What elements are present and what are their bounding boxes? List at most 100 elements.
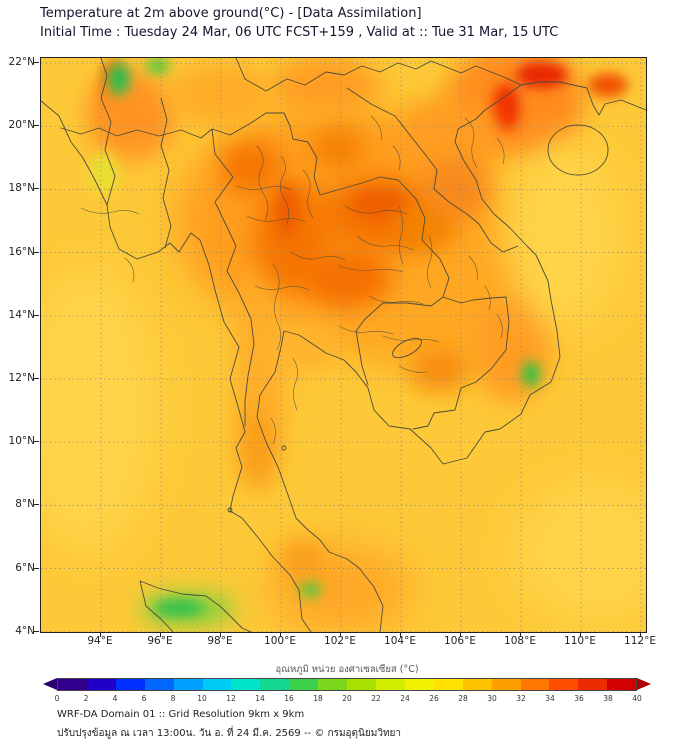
temperature-blob <box>312 128 364 168</box>
colorbar-segment <box>58 679 87 690</box>
page-subtitle: Initial Time : Tuesday 24 Mar, 06 UTC FC… <box>40 25 559 40</box>
colorbar-label: อุณหภูมิ หน่วย องศาเซลเซียส (°C) <box>275 664 419 675</box>
colorbar-segment <box>347 679 376 690</box>
colorbar-segment <box>115 679 145 690</box>
province-boundary <box>256 145 269 221</box>
temperature-blob <box>588 73 628 97</box>
province-boundary <box>280 155 289 225</box>
x-axis-tick-label: 102°E <box>324 635 356 647</box>
x-axis-tick-mark <box>160 632 161 637</box>
y-axis-tick-mark <box>34 504 39 506</box>
x-axis-tick-mark <box>400 632 401 637</box>
y-axis-tick-mark <box>34 62 39 63</box>
colorbar-tick-label: 4 <box>112 694 118 703</box>
temperature-blob <box>90 153 118 193</box>
colorbar-segment <box>289 679 319 690</box>
x-axis-tick-mark <box>640 632 641 637</box>
x-axis-tick-label: 94°E <box>87 635 113 647</box>
colorbar-tick-label: 20 <box>342 694 352 703</box>
colorbar-left-arrow <box>43 678 57 690</box>
province-boundary <box>292 357 298 411</box>
province-boundary <box>398 365 428 373</box>
temperature-blob <box>420 159 490 219</box>
province-boundary <box>356 235 414 251</box>
province-boundary <box>382 335 440 343</box>
colorbar-tick-label: 14 <box>255 694 265 703</box>
colorbar-segment <box>491 679 521 690</box>
province-boundary <box>338 325 394 335</box>
y-axis-tick-label: 14°N <box>8 308 35 321</box>
x-axis-tick-label: 110°E <box>564 635 596 647</box>
colorbar-tick-label: 24 <box>400 694 410 703</box>
y-axis-tick-mark <box>34 314 39 316</box>
province-boundary <box>254 285 310 291</box>
border-china-north <box>235 58 522 92</box>
temperature-blob <box>243 408 271 488</box>
colorbar-tick-label: 16 <box>284 694 294 703</box>
temperature-blob <box>146 58 170 74</box>
temperature-blob <box>221 141 281 193</box>
footer-domain-info: WRF-DA Domain 01 :: Grid Resolution 9km … <box>57 709 305 720</box>
colorbar-tick-label: 18 <box>313 694 323 703</box>
x-axis-tick-label: 112°E <box>624 635 656 647</box>
colorbar-segment <box>549 679 579 690</box>
temperature-map-svg <box>41 58 646 632</box>
coastline-east <box>256 81 646 632</box>
x-axis-tick-mark <box>220 632 221 637</box>
province-boundary <box>338 265 404 273</box>
province-boundary <box>270 417 276 445</box>
temperature-blob <box>516 62 568 88</box>
colorbar-tick-label: 32 <box>516 694 526 703</box>
y-axis-tick-mark <box>34 630 39 632</box>
x-axis-tick-label: 96°E <box>147 635 173 647</box>
coastline-west <box>41 100 312 632</box>
colorbar-segment <box>173 679 203 690</box>
x-axis-tick-label: 106°E <box>444 635 476 647</box>
temperature-blob <box>271 58 381 113</box>
temperature-blob <box>511 147 621 327</box>
tonle-sap-lake <box>392 337 422 359</box>
x-axis-tick-mark <box>460 632 461 637</box>
colorbar-tick-label: 2 <box>83 694 89 703</box>
temperature-map[interactable] <box>40 57 647 633</box>
y-axis-tick-label: 20°N <box>8 119 35 132</box>
temperature-blob <box>153 600 205 616</box>
temperature-blob <box>280 541 324 577</box>
colorbar: 0 2 4 6 8 10 12 14 16 18 20 22 24 26 28 30 32 34 36 38 40 <box>43 678 651 703</box>
province-boundary <box>398 205 404 265</box>
y-axis-tick-mark <box>34 567 39 569</box>
country-borders <box>41 58 646 632</box>
coastline-sumatra <box>139 580 252 632</box>
colorbar-tick-label: 6 <box>141 694 147 703</box>
y-axis-tick-mark <box>34 378 39 379</box>
colorbar-tick-label: 30 <box>487 694 497 703</box>
province-boundary <box>468 255 503 339</box>
province-boundaries <box>80 115 505 445</box>
x-axis-tick-label: 104°E <box>384 635 416 647</box>
province-boundary <box>272 263 281 351</box>
border-thailand-laos-cambodia <box>211 112 450 386</box>
hainan-island <box>547 124 609 176</box>
province-boundary <box>427 235 433 289</box>
colorbar-segment <box>318 679 348 690</box>
y-axis-tick-mark <box>34 251 39 253</box>
temperature-blob <box>522 361 540 387</box>
colorbar-tick-label: 22 <box>371 694 381 703</box>
x-axis-tick-mark <box>280 632 281 637</box>
border-laos-vietnam <box>346 87 519 253</box>
colorbar-segment <box>433 679 463 690</box>
border-myanmar-internal-2 <box>60 127 213 139</box>
x-axis-tick-mark <box>340 632 341 637</box>
y-axis-tick-label: 4°N <box>15 624 35 637</box>
colorbar-tick-label: 38 <box>603 694 613 703</box>
y-axis-tick-mark <box>34 125 39 127</box>
footer-update-info: ปรับปรุงข้อมูล ณ เวลา 13:00น. วัน อ. ที่… <box>57 728 402 739</box>
province-boundary <box>290 251 346 261</box>
y-axis-tick-label: 10°N <box>8 435 35 448</box>
y-axis-tick-label: 18°N <box>8 182 35 195</box>
y-axis-tick-label: 16°N <box>8 245 35 258</box>
y-axis-tick-label: 6°N <box>15 561 35 574</box>
y-axis-tick-label: 8°N <box>15 498 35 511</box>
province-boundary <box>124 257 135 283</box>
